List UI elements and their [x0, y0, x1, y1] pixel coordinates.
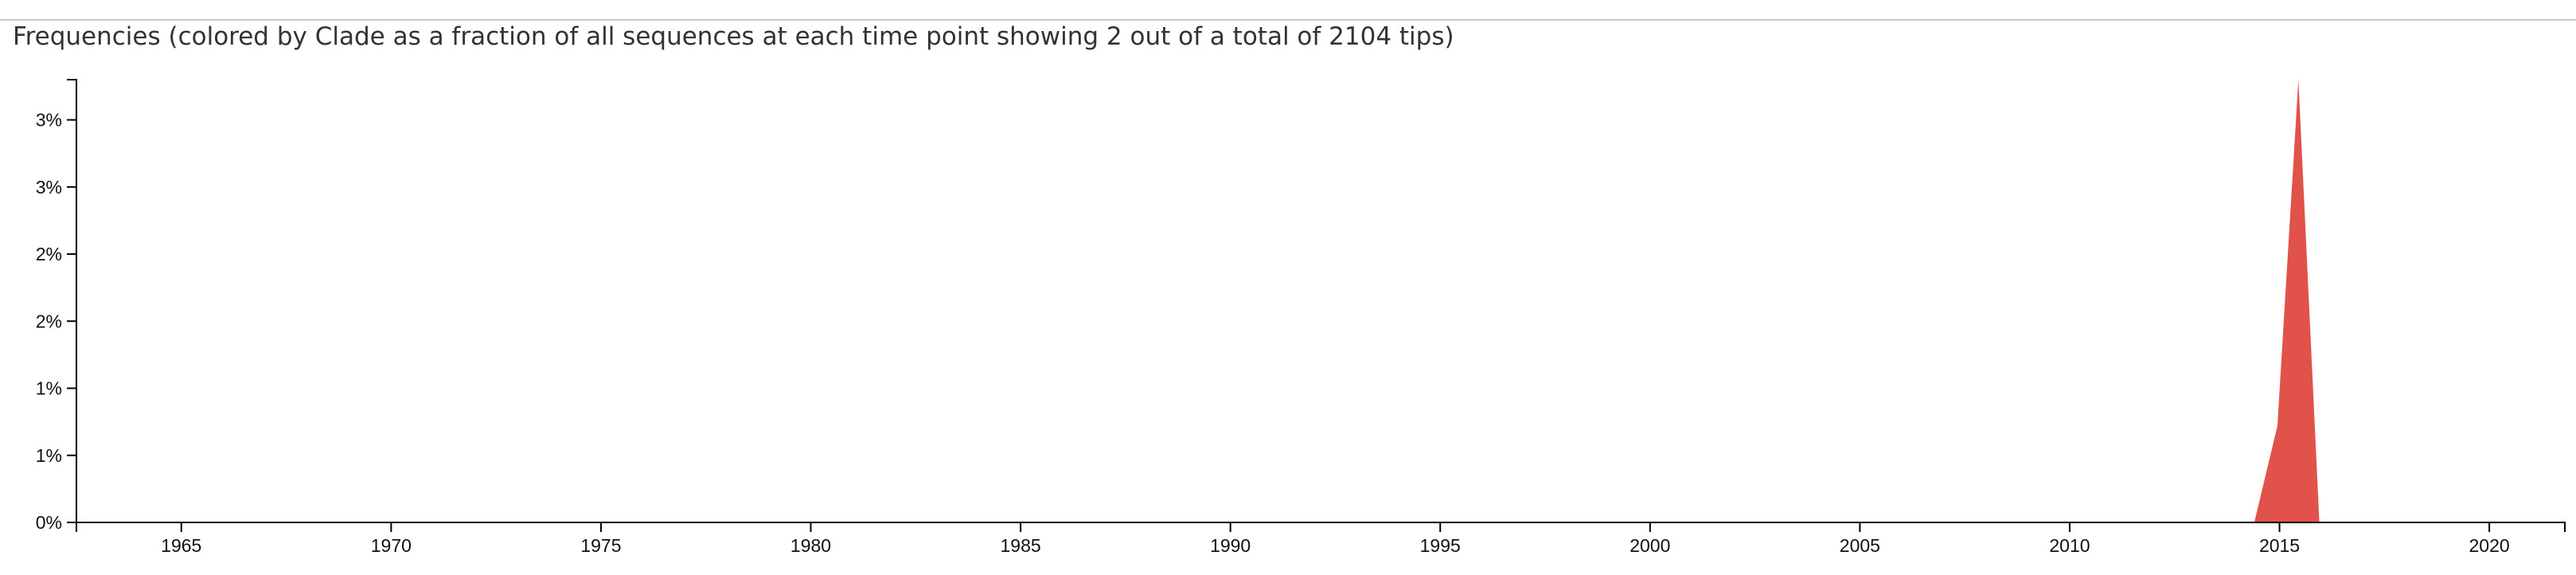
x-tick-label: 1990 — [1210, 535, 1251, 556]
x-tick-label: 1965 — [161, 535, 201, 556]
axes-group: 0% 1% 1% 2% 2% 3% 3% 1965 1970 1975 1980 1985 1990 19… — [36, 79, 2566, 556]
panel-title: Frequencies (colored by Clade as a fract… — [13, 22, 1454, 51]
y-tick-label: 2% — [36, 311, 62, 331]
y-tick-label: 3% — [36, 177, 62, 198]
x-tick-label: 1985 — [1001, 535, 1041, 556]
x-tick-label: 2005 — [1840, 535, 1880, 556]
x-tick-label: 2020 — [2469, 535, 2510, 556]
x-tick-label: 1970 — [371, 535, 412, 556]
y-tick-label: 0% — [36, 512, 62, 533]
x-tick-label: 2015 — [2259, 535, 2300, 556]
x-tick-label: 2010 — [2049, 535, 2090, 556]
top-divider — [0, 19, 2576, 21]
x-tick-label: 1995 — [1420, 535, 1461, 556]
x-tick-label: 1975 — [580, 535, 621, 556]
x-tick-label: 1980 — [790, 535, 831, 556]
y-tick-label: 2% — [36, 244, 62, 264]
y-tick-label: 1% — [36, 445, 62, 466]
area-series-0 — [2254, 80, 2320, 522]
y-tick-label: 1% — [36, 378, 62, 399]
y-axis-line — [67, 79, 77, 522]
y-tick-label: 3% — [36, 110, 62, 131]
x-axis-line — [76, 522, 2566, 532]
area-series-group — [2254, 80, 2320, 522]
x-tick-label: 2000 — [1630, 535, 1670, 556]
